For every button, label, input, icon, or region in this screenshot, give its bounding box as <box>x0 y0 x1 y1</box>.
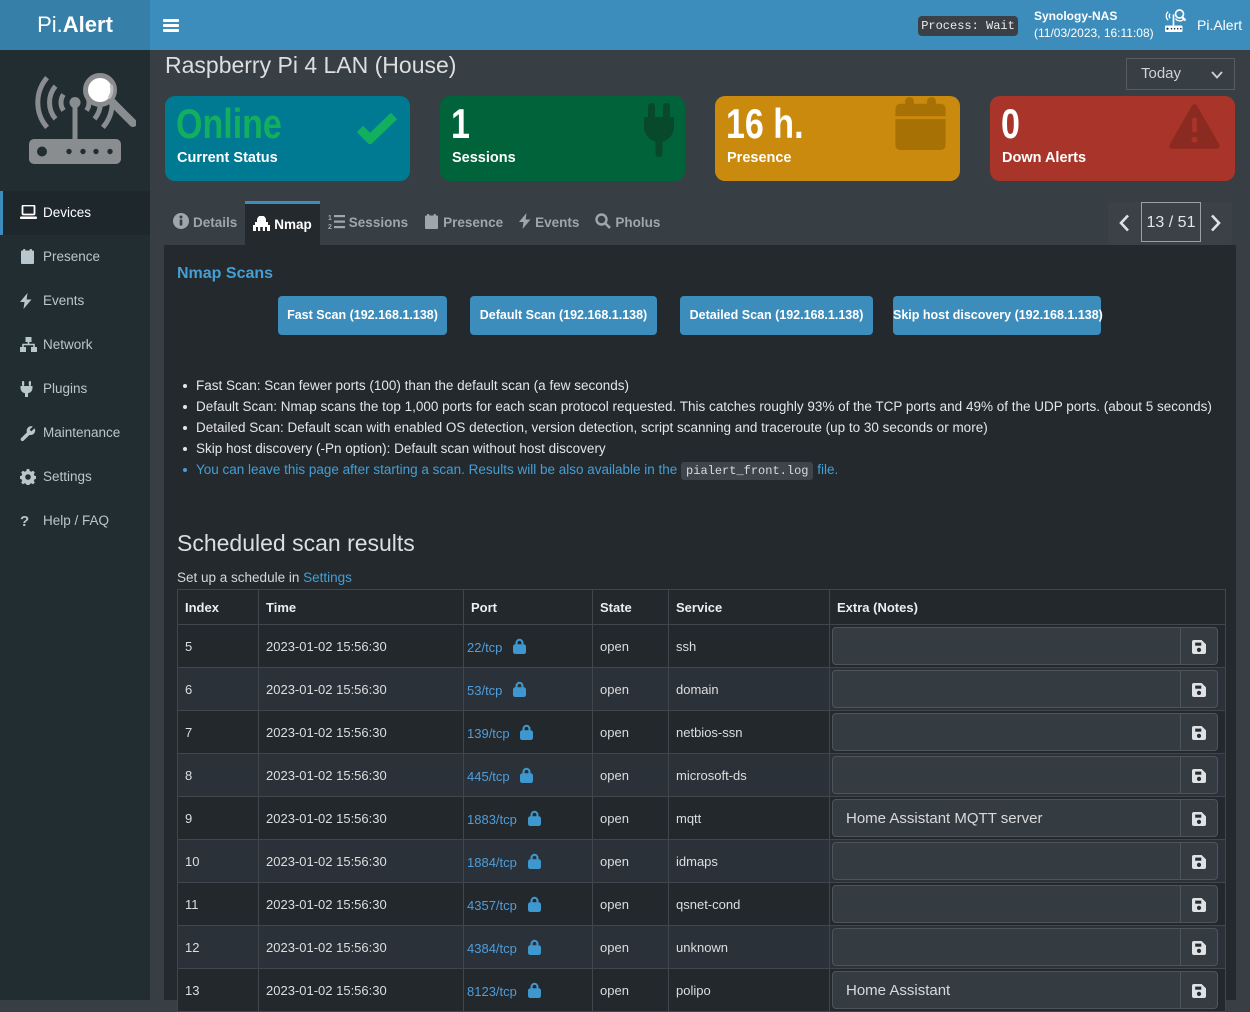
svg-text:2: 2 <box>328 224 332 229</box>
svg-text:1: 1 <box>328 215 332 222</box>
svg-text:?: ? <box>20 513 29 529</box>
